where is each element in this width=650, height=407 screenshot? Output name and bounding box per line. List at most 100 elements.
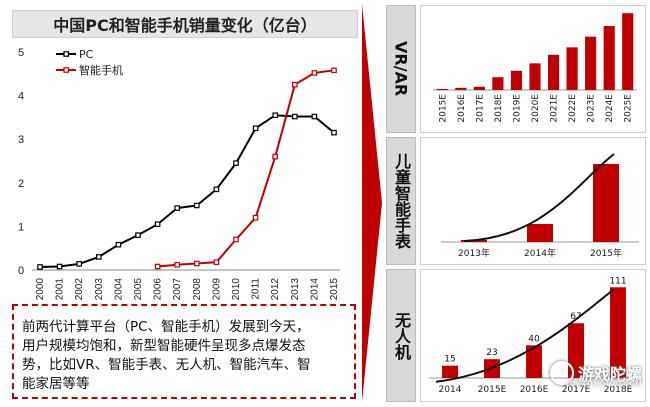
x-tick-label: 2012: [270, 278, 281, 301]
x-tick-label: 2005: [133, 278, 144, 301]
y-tick-label: 2: [18, 178, 24, 190]
note-line: 能家居等等: [22, 376, 90, 392]
bar: [526, 345, 542, 378]
data-point: [76, 261, 83, 267]
section-label-drone: 无人机: [386, 269, 416, 402]
section-label-kids-watch: 儿童智能手表: [386, 137, 416, 265]
x-tick-label: 2021E: [550, 94, 560, 123]
data-point: [194, 260, 200, 267]
data-point: [252, 214, 259, 221]
data-point: [252, 125, 259, 132]
bar: [473, 86, 485, 90]
x-tick-label: 2016E: [457, 94, 467, 123]
bar: [610, 287, 626, 378]
x-tick-label: 2004: [113, 278, 124, 301]
data-point: [213, 186, 220, 193]
data-point: [95, 254, 102, 260]
x-tick-label: 2013: [290, 278, 301, 301]
data-point: [292, 81, 298, 88]
kids-watch-chart-panel: 2013年 2014年 2015年: [420, 137, 646, 265]
bar: [455, 87, 467, 90]
x-tick-label: 2015E: [438, 94, 448, 123]
data-point: [272, 153, 279, 160]
trend-line: [463, 153, 615, 242]
x-tick-label: 2014: [309, 278, 320, 301]
bar: [527, 224, 553, 242]
bar: [566, 47, 578, 90]
bar: [593, 164, 619, 242]
x-tick-label: 2022E: [568, 94, 578, 123]
note-box: 前两代计算平台（PC、智能手机）发展到今天， 用户规模均饱和，新型智能硬件呈现多…: [12, 304, 356, 399]
data-label: 23: [486, 348, 497, 358]
note-line: 用户规模均饱和，新型智能硬件呈现多点爆发态: [22, 338, 306, 354]
bar: [585, 36, 597, 90]
x-tick-label: 2006: [153, 278, 164, 301]
data-point: [194, 202, 200, 209]
brand-logo-icon: [549, 361, 574, 385]
bar: [547, 54, 560, 90]
y-tick-label: 0: [18, 265, 24, 277]
data-point: [272, 112, 279, 119]
legend-label: 智能手机: [79, 63, 123, 77]
bar: [568, 323, 584, 378]
data-point: [135, 232, 141, 238]
x-tick-label: 2003: [94, 278, 105, 301]
bar: [529, 63, 541, 90]
series-line: [157, 69, 335, 268]
x-tick-label: 2024E: [605, 94, 615, 123]
x-tick-label: 2001: [55, 278, 66, 301]
bar: [603, 26, 615, 90]
data-label: 40: [528, 334, 540, 344]
data-point: [154, 221, 161, 228]
bar: [492, 77, 504, 90]
x-tick-label: 2016E: [520, 385, 549, 395]
x-tick-label: 2008: [192, 278, 203, 301]
data-point: [37, 264, 43, 270]
x-tick-label: 2000: [35, 278, 46, 301]
data-point: [292, 113, 298, 120]
x-tick-label: 2015E: [478, 385, 507, 395]
y-tick-label: 5: [18, 47, 24, 59]
x-tick-label: 2018E: [604, 385, 633, 395]
data-point: [174, 205, 181, 211]
watermark: 游戏陀螺 YOUXITUOLUO.COM: [549, 361, 642, 388]
data-point: [311, 70, 318, 76]
left-chart-panel: 0 1 2 3 4 5 2000 2001 2002 2003 2004 2005 2006 2007 20…: [4, 4, 360, 402]
x-tick-label: 2009: [211, 278, 222, 301]
x-tick-label: 2025E: [624, 94, 634, 123]
data-point: [56, 263, 63, 270]
x-tick-label: 2011: [251, 278, 262, 300]
x-tick-label: 2014: [439, 385, 462, 395]
y-tick-label: 3: [18, 134, 24, 146]
kids-watch-bar-chart: 2013年 2014年 2015年: [441, 153, 639, 259]
pc-smartphone-line-chart: 0 1 2 3 4 5 2000 2001 2002 2003 2004 2005 2006 2007 20…: [18, 47, 340, 301]
data-point: [154, 263, 161, 270]
vr-ar-bar-chart: 2015E 2016E 2017E 2018E 2019E 2020E 2021E 2022E…: [433, 13, 637, 123]
data-label: 67: [570, 312, 581, 322]
data-point: [331, 67, 337, 74]
data-point: [331, 129, 337, 136]
watermark-url: YOUXITUOLUO.COM: [565, 380, 642, 388]
data-point: [115, 241, 122, 248]
trend-line: [435, 288, 615, 383]
note-line: 势，比如VR、智能手表、无人机、智能汽车、智: [22, 357, 311, 373]
x-tick-label: 2017E: [562, 385, 591, 395]
x-tick-label: 2018E: [494, 94, 504, 123]
x-tick-label: 2010: [231, 278, 242, 301]
note-line: 前两代计算平台（PC、智能手机）发展到今天，: [22, 319, 310, 335]
data-label: 111: [609, 276, 626, 286]
drone-chart-panel: 15 2014 23 2015E 40 2016E 67 2017E 111 2018E: [420, 269, 646, 402]
bar: [442, 365, 458, 378]
x-tick-label: 2013年: [458, 247, 490, 259]
bar: [622, 13, 634, 91]
chart-title: 中国PC和智能手机销量变化（亿台）: [12, 10, 358, 38]
y-tick-label: 4: [18, 91, 24, 103]
series-line: [39, 114, 335, 268]
x-tick-label: 2023E: [587, 94, 597, 123]
data-label: 15: [444, 355, 455, 365]
vr-ar-chart-panel: 2015E 2016E 2017E 2018E 2019E 2020E 2021E 2022E…: [420, 5, 646, 133]
x-tick-label: 2015: [329, 278, 340, 301]
x-tick-label: 2014年: [524, 247, 556, 259]
data-point: [233, 236, 239, 243]
drone-bar-chart: 15 2014 23 2015E 40 2016E 67 2017E 111 2018E: [429, 276, 639, 395]
